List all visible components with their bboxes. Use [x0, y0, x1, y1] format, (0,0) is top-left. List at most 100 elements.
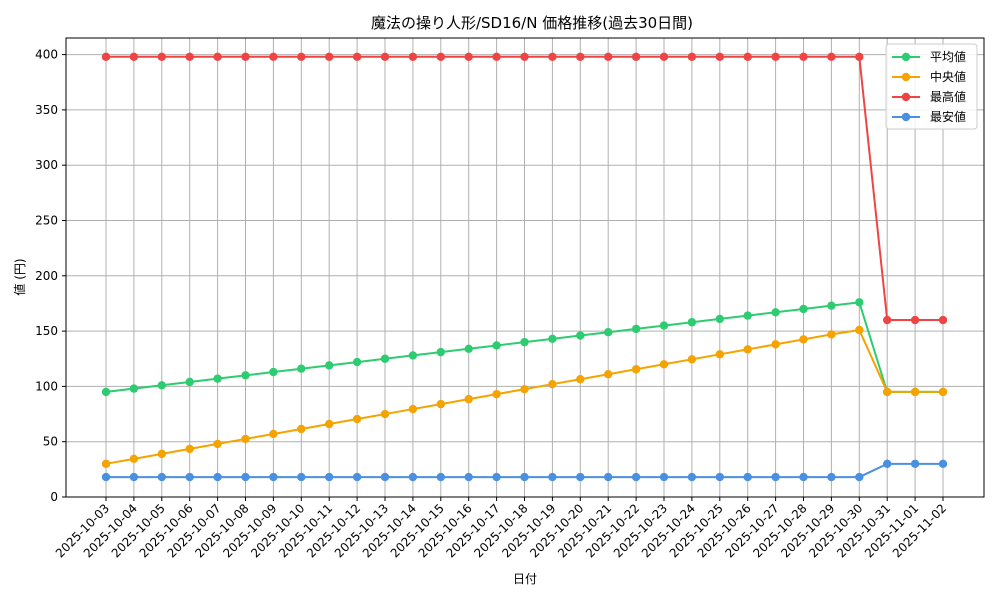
data-point — [799, 52, 808, 62]
legend-label: 平均値 — [930, 49, 966, 64]
data-point — [241, 434, 250, 444]
data-point — [855, 472, 864, 482]
data-point — [464, 344, 473, 353]
data-point — [687, 472, 697, 482]
data-point — [352, 357, 362, 367]
data-point — [827, 52, 836, 62]
series-2 — [101, 52, 948, 325]
data-point — [297, 52, 306, 62]
data-point — [604, 328, 613, 337]
data-point — [715, 350, 724, 359]
data-point — [604, 370, 613, 379]
data-point — [631, 472, 641, 482]
data-point — [492, 52, 501, 62]
y-tick-label: 100 — [35, 379, 58, 393]
data-point — [408, 351, 418, 360]
data-point — [938, 315, 948, 325]
legend-label: 中央値 — [930, 69, 966, 84]
data-point — [464, 472, 473, 482]
data-point — [520, 337, 529, 347]
data-point — [771, 52, 780, 62]
data-point — [687, 355, 697, 364]
legend-item: 最安値 — [892, 109, 966, 124]
legend-marker — [901, 52, 911, 62]
data-point — [855, 298, 864, 307]
data-point — [687, 52, 697, 62]
legend-marker — [901, 72, 911, 82]
chart-title: 魔法の操り人形/SD16/N 価格推移(過去30日間) — [371, 14, 693, 32]
data-point — [241, 371, 250, 380]
data-point — [576, 52, 585, 62]
data-point — [548, 52, 557, 62]
data-point — [715, 472, 724, 482]
data-point — [910, 387, 920, 397]
data-point — [436, 399, 445, 409]
data-point — [855, 325, 864, 335]
data-point — [157, 472, 166, 482]
data-point — [743, 472, 752, 482]
legend-label: 最高値 — [930, 89, 966, 104]
data-point — [185, 444, 194, 454]
data-point — [659, 321, 669, 330]
data-point — [659, 360, 669, 369]
data-point — [325, 52, 334, 62]
data-point — [771, 340, 780, 349]
data-point — [548, 379, 557, 389]
data-point — [325, 472, 334, 482]
data-point — [129, 384, 139, 393]
data-point — [269, 367, 278, 377]
data-point — [576, 375, 585, 384]
data-point — [408, 52, 418, 62]
data-point — [492, 341, 501, 350]
data-point — [604, 52, 613, 62]
data-point — [771, 472, 780, 482]
data-point — [129, 454, 139, 464]
data-point — [436, 347, 445, 357]
data-point — [185, 52, 194, 62]
data-point — [520, 472, 529, 482]
y-tick-label: 300 — [35, 158, 58, 172]
data-point — [101, 52, 111, 62]
data-point — [436, 52, 445, 62]
data-point — [464, 394, 473, 404]
data-point — [408, 404, 418, 414]
data-point — [352, 52, 362, 62]
data-point — [157, 449, 166, 459]
legend-label: 最安値 — [930, 109, 966, 124]
legend-item: 平均値 — [892, 49, 966, 64]
y-tick-label: 200 — [35, 269, 58, 283]
data-point — [715, 52, 724, 62]
legend-box — [885, 43, 978, 130]
data-point — [241, 52, 250, 62]
data-point — [548, 472, 557, 482]
y-axis-ticks: 0 50 100 150 200 250 300 350 400 — [35, 48, 66, 504]
legend-marker — [901, 92, 911, 102]
series-1 — [101, 325, 948, 469]
data-point — [938, 459, 948, 469]
data-point — [743, 345, 752, 354]
data-point — [743, 311, 752, 320]
data-point — [129, 472, 139, 482]
data-point — [408, 472, 418, 482]
data-point — [910, 315, 920, 325]
data-point — [325, 419, 334, 429]
series-3 — [101, 459, 948, 482]
data-point — [827, 301, 836, 310]
data-point — [659, 472, 669, 482]
legend-item: 中央値 — [892, 69, 966, 84]
data-point — [687, 318, 697, 327]
data-point — [659, 52, 669, 62]
data-point — [799, 304, 808, 314]
y-tick-label: 50 — [43, 435, 58, 449]
data-point — [771, 308, 780, 317]
data-point — [492, 472, 501, 482]
data-point — [715, 314, 724, 324]
data-point — [938, 387, 948, 397]
data-point — [827, 472, 836, 482]
x-axis-ticks: 2025-10-032025-10-042025-10-052025-10-06… — [53, 497, 949, 560]
data-point — [185, 377, 194, 387]
data-point — [380, 472, 390, 482]
data-point — [436, 472, 445, 482]
legend-item: 最高値 — [892, 89, 966, 104]
data-point — [548, 334, 557, 344]
